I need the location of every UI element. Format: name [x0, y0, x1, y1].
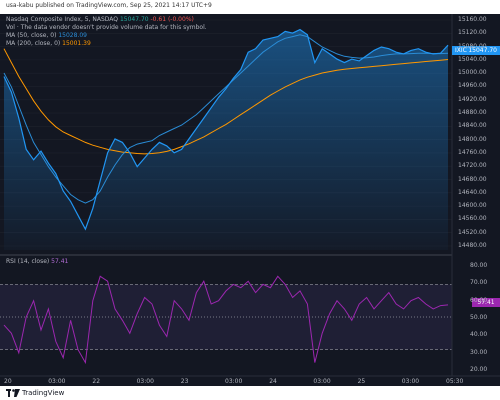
time-axis-label: 25: [357, 378, 366, 385]
volume-note: Vol · The data vendor doesn't provide vo…: [6, 24, 207, 31]
price-line: [3, 28, 449, 231]
price-axis-label: 14520.00: [458, 228, 487, 236]
last-price: 15047.70: [119, 16, 149, 23]
rsi-levels: [0, 284, 452, 350]
price-axis-label: 14840.00: [458, 122, 487, 130]
time-axis-label: 03:00: [313, 378, 331, 385]
price-badge-tag: IXIC: [455, 47, 467, 54]
chart-svg[interactable]: [0, 14, 500, 386]
time-axis-label: 20: [4, 378, 12, 385]
ma200-line: [3, 48, 449, 155]
price-axis-label: 14880.00: [458, 109, 487, 117]
legend-symbol-row[interactable]: Nasdaq Composite Index, 5, NASDAQ 15047.…: [6, 16, 194, 24]
rsi-axis-label: 70.00: [470, 279, 488, 287]
price-area: [4, 29, 448, 250]
rsi-axis-label: 80.00: [470, 262, 488, 269]
ma50-value: 15028.09: [58, 32, 87, 39]
price-axis-label: 14640.00: [458, 188, 487, 196]
price-axis-label: 14760.00: [458, 148, 487, 156]
legend-volume-row[interactable]: Vol · The data vendor doesn't provide vo…: [6, 24, 207, 32]
price-badge: IXIC 15047.70: [452, 46, 500, 55]
price-axis-label: 15040.00: [458, 55, 487, 63]
time-axis-label: 03:00: [136, 378, 154, 385]
ma50-label: MA (50, close, 0): [6, 32, 57, 39]
price-change: -0.61 (-0.00%): [150, 16, 194, 23]
legend-ma50-row[interactable]: MA (50, close, 0) 15028.09: [6, 32, 87, 40]
footer-brand: TradingView: [22, 389, 65, 397]
time-axis-label: 23: [180, 378, 189, 385]
tradingview-logo-icon: [6, 389, 20, 397]
time-axis-label: 22: [92, 378, 101, 385]
price-axis-label: 15160.00: [458, 16, 487, 23]
price-axis-label: 14920.00: [458, 95, 487, 103]
price-axis-label: 14720.00: [458, 162, 487, 170]
price-axis-label: 14600.00: [458, 202, 487, 210]
time-axis-label: 03:00: [48, 378, 66, 385]
price-axis-label: 14960.00: [458, 82, 487, 90]
price-axis-label: 15000.00: [458, 69, 487, 77]
price-axis-label: 14480.00: [458, 242, 487, 249]
time-axis-label: 03:00: [401, 378, 420, 385]
rsi-axis-label: 60.00: [470, 296, 488, 304]
time-axis-label: 05:30: [446, 378, 464, 385]
publisher-text: usa-kabu published on TradingView.com, S…: [6, 2, 212, 9]
time-axis-label: 24: [269, 378, 277, 385]
price-axis-label: 15080.00: [458, 42, 487, 50]
rsi-axis-label: 40.00: [470, 331, 488, 339]
rsi-axis-label: 50.00: [470, 314, 488, 321]
ma50-line: [3, 34, 449, 204]
price-axis-label: 15120.00: [458, 29, 487, 37]
ma200-value: 15001.39: [62, 40, 91, 47]
rsi-badge: 57.41: [472, 298, 500, 307]
footer-bar: TradingView: [0, 386, 500, 400]
time-axis-label: 03:00: [225, 378, 243, 385]
publisher-bar: usa-kabu published on TradingView.com, S…: [0, 0, 500, 14]
legend-rsi-row[interactable]: RSI (14, close) 57.41: [6, 258, 68, 266]
rsi-line: [3, 275, 449, 365]
price-axis-label: 14560.00: [458, 215, 487, 223]
chart-area[interactable]: Nasdaq Composite Index, 5, NASDAQ 15047.…: [0, 14, 500, 386]
legend-ma200-row[interactable]: MA (200, close, 0) 15001.39: [6, 40, 91, 48]
symbol-name: Nasdaq Composite Index, 5, NASDAQ: [6, 16, 119, 23]
rsi-value: 57.41: [51, 258, 69, 265]
rsi-axis-label: 20.00: [470, 366, 488, 373]
rsi-label: RSI (14, close): [6, 258, 50, 265]
price-axis-label: 14800.00: [458, 135, 487, 143]
rsi-axis-label: 30.00: [470, 348, 488, 356]
price-axis-label: 14680.00: [458, 175, 487, 183]
price-badge-value: 15047.70: [468, 47, 497, 54]
ma200-label: MA (200, close, 0): [6, 40, 61, 47]
